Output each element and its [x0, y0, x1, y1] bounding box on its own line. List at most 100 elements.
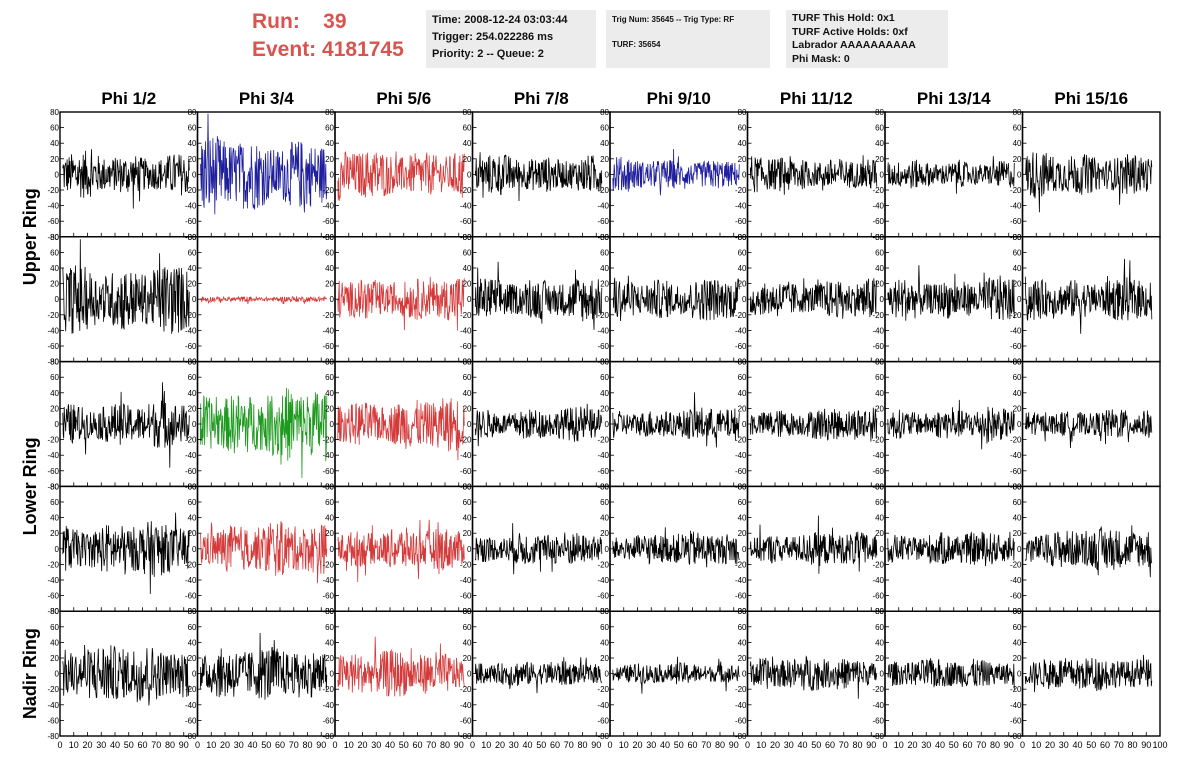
- y-tick-label: 60: [50, 373, 59, 382]
- y-tick-label: -60: [47, 467, 59, 476]
- y-tick-label: 40: [738, 264, 747, 273]
- waveform-trace: [199, 113, 328, 215]
- turf-this-hold-text: TURF This Hold: 0x1: [792, 12, 895, 24]
- y-tick-label: 60: [463, 248, 472, 257]
- y-tick-label: -40: [185, 701, 197, 710]
- y-tick-label: 60: [1013, 124, 1022, 133]
- x-tick-label: 60: [687, 740, 697, 750]
- y-tick-label: -20: [1010, 560, 1022, 569]
- y-tick-label: 60: [188, 498, 197, 507]
- y-tick-label: 0: [467, 545, 472, 554]
- y-tick-label: -40: [1010, 202, 1022, 211]
- y-tick-label: 40: [188, 139, 197, 148]
- x-tick-label: 50: [536, 740, 546, 750]
- y-tick-label: -20: [322, 311, 334, 320]
- y-tick-label: -60: [322, 592, 334, 601]
- y-tick-label: 80: [875, 358, 884, 367]
- y-tick-label: -20: [47, 560, 59, 569]
- y-tick-label: -40: [322, 326, 334, 335]
- y-tick-label: -20: [322, 186, 334, 195]
- y-tick-label: 40: [1013, 514, 1022, 523]
- row-group-label: Lower Ring: [20, 437, 40, 535]
- y-tick-label: 0: [880, 170, 885, 179]
- y-tick-label: -60: [872, 592, 884, 601]
- y-tick-label: -40: [185, 451, 197, 460]
- y-tick-label: 80: [50, 482, 59, 491]
- waveform-trace: [749, 655, 878, 699]
- y-tick-label: -40: [1010, 701, 1022, 710]
- y-tick-label: 20: [188, 155, 197, 164]
- y-tick-label: -40: [460, 701, 472, 710]
- x-tick-label: 20: [495, 740, 505, 750]
- y-tick-label: -40: [322, 202, 334, 211]
- y-tick-label: 20: [738, 280, 747, 289]
- y-tick-label: 20: [463, 155, 472, 164]
- priority-text: Priority: 2 -- Queue: 2: [432, 48, 544, 60]
- y-tick-label: 80: [188, 233, 197, 242]
- waveform-trace: [1024, 152, 1153, 213]
- waveform-trace: [749, 155, 878, 195]
- y-tick-label: 60: [50, 124, 59, 133]
- x-tick-label: 80: [1127, 740, 1137, 750]
- turf-active-holds-text: TURF Active Holds: 0xf: [792, 25, 908, 38]
- x-tick-label: 40: [935, 740, 945, 750]
- y-tick-label: -20: [47, 685, 59, 694]
- y-tick-label: 20: [463, 280, 472, 289]
- x-tick-label: 90: [316, 740, 326, 750]
- y-tick-label: 40: [188, 514, 197, 523]
- y-tick-label: 20: [50, 529, 59, 538]
- column-header: Phi 7/8: [514, 89, 569, 108]
- y-tick-label: 20: [738, 404, 747, 413]
- y-tick-label: -20: [322, 685, 334, 694]
- phi-mask-text: Phi Mask: 0: [792, 52, 850, 65]
- y-tick-label: 40: [875, 264, 884, 273]
- y-tick-label: -40: [47, 326, 59, 335]
- y-tick-label: 80: [463, 607, 472, 616]
- x-tick-label: 80: [577, 740, 587, 750]
- y-tick-label: 20: [875, 404, 884, 413]
- y-tick-label: -60: [597, 467, 609, 476]
- y-tick-label: 60: [188, 124, 197, 133]
- waveform-trace: [474, 152, 603, 202]
- y-tick-label: 20: [600, 529, 609, 538]
- y-tick-label: -60: [872, 467, 884, 476]
- y-tick-label: 80: [600, 482, 609, 491]
- x-tick-label: 20: [220, 740, 230, 750]
- y-tick-label: -60: [872, 716, 884, 725]
- x-tick-label: 20: [1045, 740, 1055, 750]
- y-tick-label: 40: [50, 139, 59, 148]
- y-tick-label: 0: [330, 420, 335, 429]
- waveform-trace: [474, 403, 603, 447]
- y-tick-label: -40: [597, 701, 609, 710]
- time-info-box: Time: 2008-12-24 03:03:44 Trigger: 254.0…: [426, 10, 596, 68]
- y-tick-label: 20: [1013, 654, 1022, 663]
- y-tick-label: 0: [55, 295, 60, 304]
- y-tick-label: -20: [1010, 186, 1022, 195]
- waveform-trace: [1024, 258, 1153, 334]
- y-tick-label: 0: [330, 295, 335, 304]
- y-tick-label: 20: [738, 654, 747, 663]
- y-tick-label: -60: [322, 716, 334, 725]
- y-tick-label: 80: [463, 482, 472, 491]
- x-tick-label: 10: [206, 740, 216, 750]
- y-tick-label: -40: [322, 576, 334, 585]
- y-tick-label: 0: [880, 670, 885, 679]
- y-tick-label: 0: [742, 170, 747, 179]
- y-tick-label: 80: [738, 607, 747, 616]
- y-tick-label: 60: [463, 124, 472, 133]
- y-tick-label: -60: [460, 716, 472, 725]
- y-tick-label: 0: [742, 420, 747, 429]
- y-tick-label: -40: [185, 326, 197, 335]
- x-tick-label: 40: [522, 740, 532, 750]
- x-tick-label: 80: [990, 740, 1000, 750]
- y-tick-label: 40: [463, 514, 472, 523]
- y-tick-label: 80: [50, 358, 59, 367]
- x-tick-label: 20: [907, 740, 917, 750]
- waveform-trace: [1024, 409, 1153, 449]
- x-tick-label: 80: [852, 740, 862, 750]
- y-tick-label: 0: [192, 295, 197, 304]
- y-tick-label: -40: [872, 451, 884, 460]
- waveform-trace: [199, 521, 328, 584]
- y-tick-label: 20: [463, 529, 472, 538]
- x-tick-label: 90: [179, 740, 189, 750]
